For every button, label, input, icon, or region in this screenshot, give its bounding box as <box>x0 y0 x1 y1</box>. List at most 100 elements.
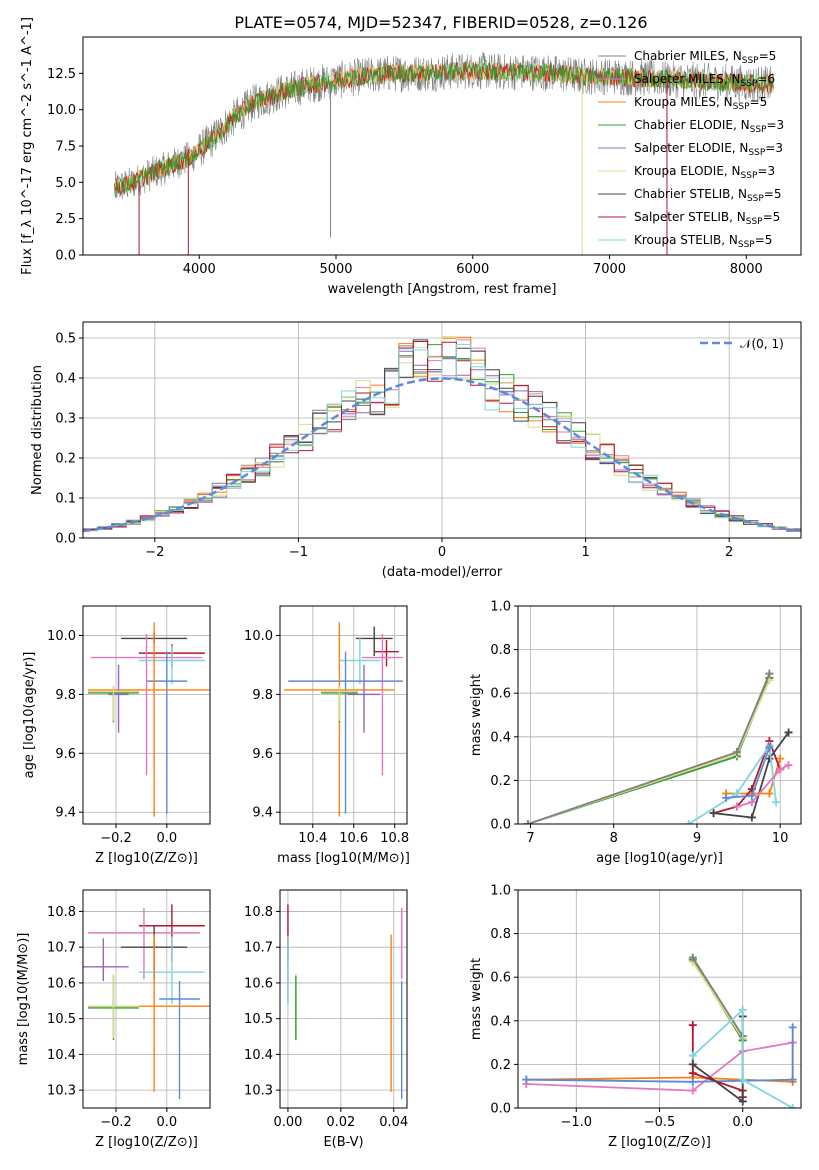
legend-entry-chabrier_elodie: Chabrier ELODIE, NSSP=3 <box>634 118 784 135</box>
spectrum-ytick-label: 7.5 <box>55 140 76 155</box>
mass_vs_ebv-ytick-label: 10.8 <box>244 905 273 920</box>
weight-marker <box>688 1077 697 1086</box>
weight_vs_Z-ytick-label: 0.2 <box>490 1058 511 1073</box>
age_vs_mass-ytick-label: 9.8 <box>252 688 273 703</box>
weight-marker <box>688 953 697 962</box>
age_vs_Z-frame <box>82 605 211 825</box>
age_vs_Z-plot-area <box>88 622 210 817</box>
legend-entry-chabrier_stelib: Chabrier STELIB, NSSP=5 <box>634 187 782 204</box>
weight-line <box>688 742 777 824</box>
mass_vs_Z-xtick-label: −0.2 <box>100 1115 132 1130</box>
weight-marker <box>684 820 693 824</box>
weight-marker <box>688 1060 697 1069</box>
spectrum-ytick-label: 0.0 <box>55 249 76 264</box>
weight_vs_Z-xlabel: Z [log10(Z/Z⊙)] <box>608 1135 711 1150</box>
errorbar-point-kroupa_stelib <box>138 936 205 1005</box>
histogram-kroupa_stelib <box>83 343 801 532</box>
weight-marker <box>688 1051 697 1060</box>
residuals-ytick-label: 0.2 <box>55 452 76 467</box>
weight_vs_age-plot-area <box>523 669 793 824</box>
weight_vs_age-ytick-label: 0.4 <box>490 730 511 745</box>
weight-series-kroupa_stelib <box>688 1005 797 1108</box>
age_vs_mass-ytick-label: 10.0 <box>244 629 273 644</box>
weight-marker <box>738 1097 747 1106</box>
weight-marker <box>738 1005 747 1014</box>
weight-marker <box>776 765 785 774</box>
weight-marker <box>688 1069 697 1078</box>
weight-line <box>692 1007 794 1108</box>
weight-marker <box>738 1075 747 1084</box>
errorbar-point-salpeter_elodie <box>83 938 129 982</box>
age_vs_mass-panel: 10.4 10.6 10.8 9.4 9.6 9.8 10.0 mass [log10(M/M… <box>244 605 410 866</box>
residuals-ytick-label: 0.1 <box>55 492 76 507</box>
spectrum-ytick-label: 2.5 <box>55 212 76 227</box>
mass_vs_ebv-xtick-label: 0.02 <box>326 1115 355 1130</box>
weight_vs_Z-xtick-label: −0.5 <box>644 1115 676 1130</box>
weight-marker <box>776 754 785 763</box>
weight_vs_age-ylabel: mass weight <box>469 674 484 756</box>
age_vs_Z-xtick-label: 0.0 <box>156 831 177 846</box>
weight-marker <box>732 802 741 811</box>
mass_vs_ebv-ytick-label: 10.3 <box>244 1084 273 1099</box>
gaussian-legend-label: 𝒩(0, 1) <box>740 337 784 351</box>
weight_vs_age-ytick-label: 0.0 <box>490 818 511 833</box>
errorbar-point-pink_extra <box>90 633 203 776</box>
weight_vs_age-frame <box>517 605 802 825</box>
age_vs_mass-xtick-label: 10.6 <box>339 831 368 846</box>
weight_vs_Z-panel: −1.0 −0.5 0.0 0.0 0.2 0.4 0.6 0.8 1.0 Z [log10(Z/… <box>469 884 802 1150</box>
weight_vs_Z-ytick-label: 1.0 <box>490 884 511 899</box>
residuals-xtick-label: −1 <box>289 545 308 560</box>
mass_vs_ebv-ytick-label: 10.7 <box>244 941 273 956</box>
residuals-ytick-label: 0.0 <box>55 532 76 547</box>
legend-entry-salpeter_elodie: Salpeter ELODIE, NSSP=3 <box>634 141 783 158</box>
weight-marker <box>722 793 731 802</box>
mass_vs_Z-plot-area <box>83 904 210 1100</box>
spectrum-data-line <box>114 52 774 200</box>
residuals-xlabel: (data-model)/error <box>382 565 503 580</box>
mass_vs_Z-ytick-label: 10.7 <box>47 941 76 956</box>
age_vs_mass-ytick-label: 9.6 <box>252 747 273 762</box>
age_vs_Z-ytick-label: 9.6 <box>55 747 76 762</box>
residuals-ytick-label: 0.4 <box>55 372 76 387</box>
mass_vs_ebv-ytick-label: 10.5 <box>244 1012 273 1027</box>
spectrum-xtick-label: 6000 <box>456 262 489 277</box>
weight-marker <box>747 791 756 800</box>
mass_vs_Z-ylabel: mass [log10(M/M⊙)] <box>16 933 31 1066</box>
weight_vs_age-xtick-label: 10 <box>772 831 789 846</box>
mass_vs_Z-ytick-label: 10.6 <box>47 976 76 991</box>
weight-marker <box>747 813 756 822</box>
errorbar-point-salpeter_elodie <box>108 664 129 733</box>
weight_vs_Z-ytick-label: 0.8 <box>490 927 511 942</box>
age_vs_Z-xtick-label: −0.2 <box>100 831 132 846</box>
residuals-panel: −2 −1 0 1 2 0.0 0.1 0.2 0.3 0.4 0.5 (data-model)/er… <box>30 321 802 580</box>
weight_vs_age-panel: 7 8 9 10 0.0 0.2 0.4 0.6 0.8 1.0 age [log10(age/yr… <box>469 600 802 866</box>
mass_vs_ebv-xtick-label: 0.00 <box>273 1115 302 1130</box>
age_vs_mass-xlabel: mass [log10(M/M⊙)] <box>277 851 410 866</box>
weight_vs_Z-ytick-label: 0.6 <box>490 971 511 986</box>
age_vs_Z-ylabel: age [log10(age/yr)] <box>22 652 37 779</box>
age_vs_mass-xtick-label: 10.4 <box>298 831 327 846</box>
spectrum-xtick-label: 5000 <box>319 262 352 277</box>
weight_vs_age-xtick-label: 8 <box>610 831 618 846</box>
errorbar-point-kroupa_elodie <box>88 973 139 1039</box>
errorbar-point-kroupa_stelib <box>138 645 205 685</box>
mass_vs_Z-ytick-label: 10.4 <box>47 1048 76 1063</box>
errorbar-point-pink_extra <box>361 633 403 776</box>
weight-line <box>692 961 744 1039</box>
age_vs_mass-xtick-label: 10.8 <box>380 831 409 846</box>
residuals-xtick-label: 0 <box>438 545 446 560</box>
spectrum-ytick-label: 12.5 <box>47 67 76 82</box>
mass_vs_ebv-ytick-label: 10.4 <box>244 1048 273 1063</box>
weight_vs_age-ytick-label: 1.0 <box>490 600 511 615</box>
residuals-ytick-label: 0.3 <box>55 412 76 427</box>
errorbar-point-blue_extra <box>288 651 403 814</box>
weight-marker <box>788 1104 797 1108</box>
weight-marker <box>765 669 774 678</box>
weight_vs_age-ytick-label: 0.2 <box>490 774 511 789</box>
mass_vs_Z-panel: −0.2 0.0 10.3 10.4 10.5 10.6 10.7 10.8 Z [log10(… <box>16 889 211 1150</box>
errorbar-point-salpeter_elodie <box>347 664 381 733</box>
weight-line <box>692 957 744 1037</box>
age_vs_mass-ytick-label: 9.4 <box>252 806 273 821</box>
